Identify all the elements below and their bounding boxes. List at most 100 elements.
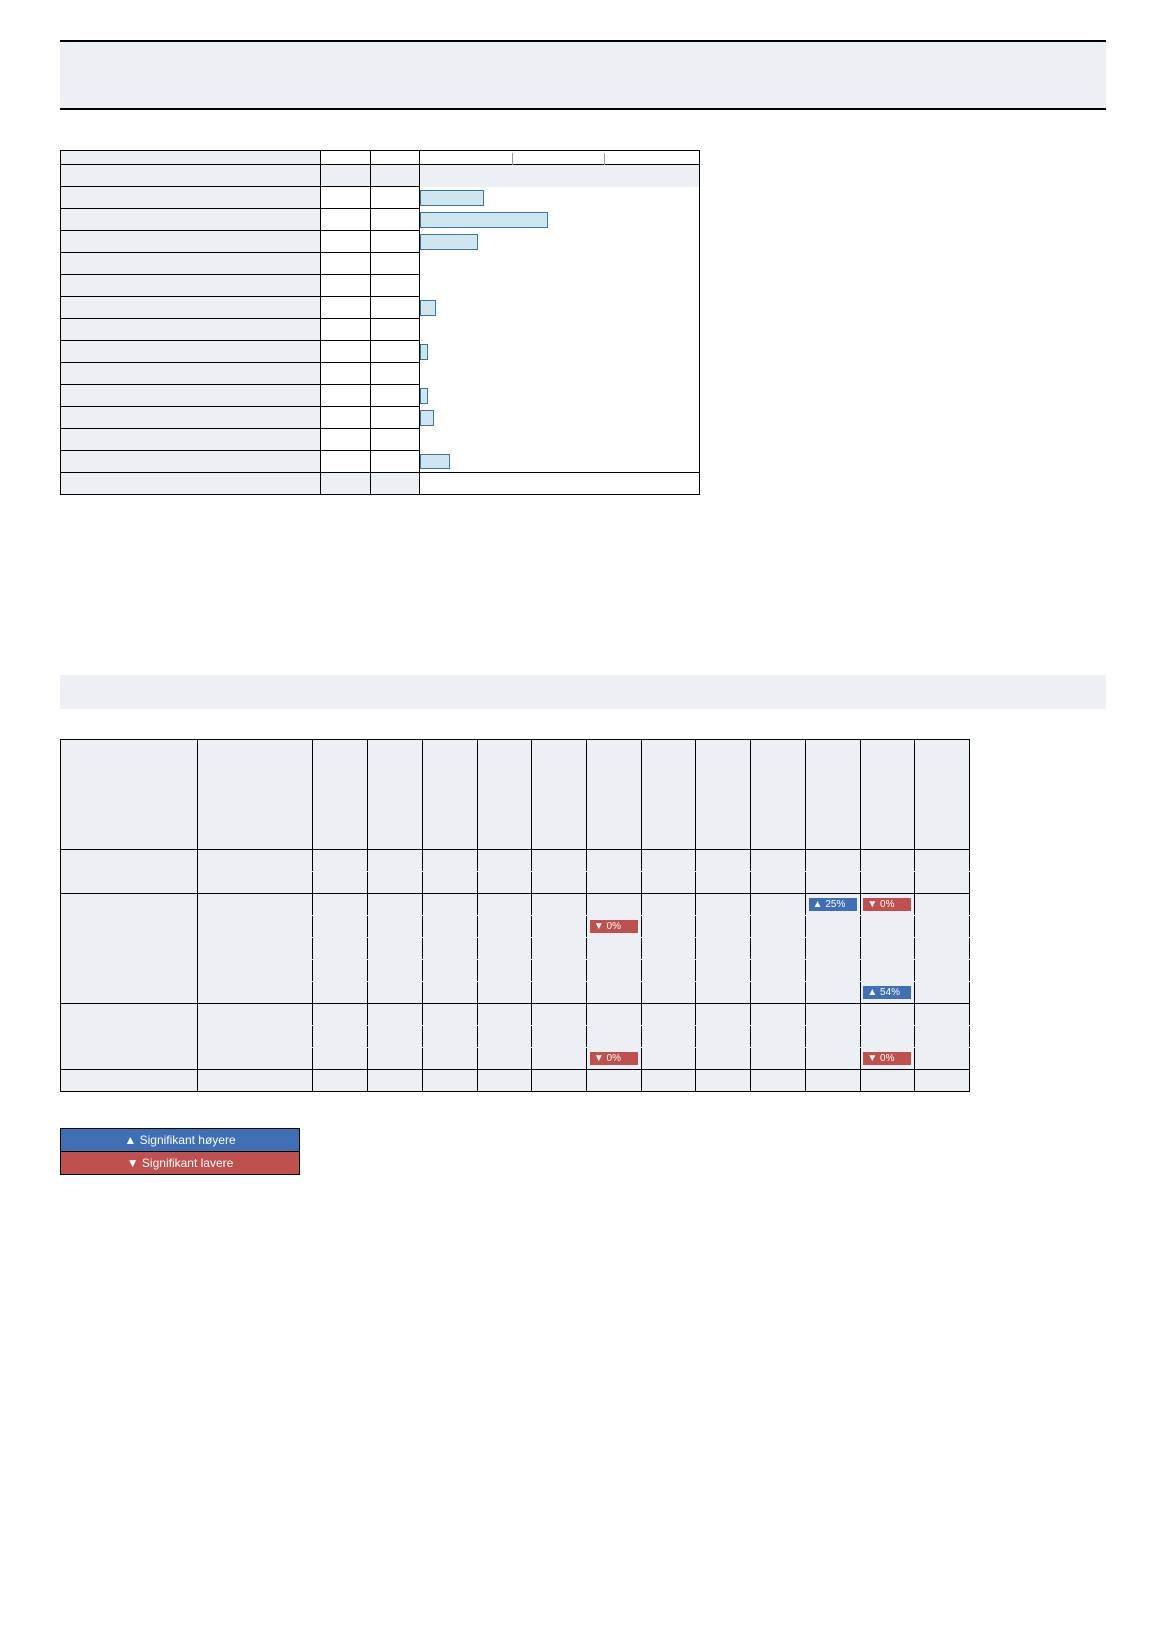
bar — [420, 300, 436, 316]
crosstab-cell — [915, 872, 970, 894]
legend-up: ▲ Signifikant høyere — [61, 1129, 300, 1152]
barchart-row-bar — [420, 209, 700, 231]
barchart-row-n — [320, 231, 370, 253]
legend-down: ▼ Signifikant lavere — [61, 1152, 300, 1175]
crosstab-cell — [860, 938, 915, 960]
barchart-row-n — [320, 209, 370, 231]
barchart-total-pct — [370, 473, 420, 495]
crosstab-col-header — [860, 740, 915, 850]
crosstab-cell — [422, 1004, 477, 1026]
crosstab-row-stub — [197, 982, 313, 1004]
triangle-up-icon: ▲ — [124, 1133, 136, 1147]
barchart-row-pct — [370, 451, 420, 473]
crosstab-cell — [751, 1026, 806, 1048]
crosstab-cell — [587, 894, 642, 916]
crosstab-cell — [532, 1048, 587, 1070]
barchart-row-n — [320, 451, 370, 473]
crosstab-cell — [696, 872, 751, 894]
crosstab-cell — [422, 982, 477, 1004]
crosstab-cell — [587, 1026, 642, 1048]
crosstab-footer-cell — [477, 1070, 532, 1092]
crosstab-cell — [368, 894, 423, 916]
barchart-row-label — [61, 341, 321, 363]
crosstab-footer-cell — [532, 1070, 587, 1092]
crosstab-cell — [860, 916, 915, 938]
crosstab-stub1-header — [61, 740, 198, 850]
crosstab-cell — [915, 916, 970, 938]
sig-badge: ▼ 0% — [590, 1052, 638, 1065]
crosstab-col-header — [587, 740, 642, 850]
crosstab-col-header — [532, 740, 587, 850]
crosstab-cell — [696, 1004, 751, 1026]
barchart-row-label — [61, 407, 321, 429]
crosstab: ▲ 25%▼ 0%▼ 0%▲ 54%▼ 0%▼ 0% — [60, 739, 970, 1092]
barchart-row-n — [320, 319, 370, 341]
crosstab-cell — [313, 938, 368, 960]
crosstab-cell — [477, 938, 532, 960]
barchart-row-label — [61, 363, 321, 385]
crosstab-col-header — [751, 740, 806, 850]
crosstab-cell — [587, 938, 642, 960]
barchart-row-n — [320, 297, 370, 319]
crosstab-footer-cell — [860, 1070, 915, 1092]
barchart-row-label — [61, 319, 321, 341]
crosstab-cell — [313, 1004, 368, 1026]
crosstab-cell — [641, 916, 696, 938]
crosstab-cell — [422, 960, 477, 982]
crosstab-cell: ▲ 54% — [860, 982, 915, 1004]
crosstab-cell — [860, 1026, 915, 1048]
crosstab-cell — [641, 1026, 696, 1048]
crosstab-footer-cell — [368, 1070, 423, 1092]
crosstab-cell — [696, 1026, 751, 1048]
crosstab-cell — [805, 1048, 860, 1070]
crosstab-cell — [587, 960, 642, 982]
crosstab-cell — [641, 960, 696, 982]
bar — [420, 388, 428, 404]
barchart-row-pct — [370, 297, 420, 319]
crosstab-col-header — [641, 740, 696, 850]
crosstab-row-stub — [197, 1026, 313, 1048]
barchart-row-n — [320, 385, 370, 407]
crosstab-cell — [532, 872, 587, 894]
crosstab-cell — [477, 982, 532, 1004]
crosstab-col-header — [422, 740, 477, 850]
crosstab-col-header — [696, 740, 751, 850]
crosstab-cell — [368, 982, 423, 1004]
barchart-row-bar — [420, 253, 700, 275]
crosstab-cell — [368, 938, 423, 960]
barchart-row-bar — [420, 407, 700, 429]
crosstab-cell — [915, 1048, 970, 1070]
crosstab-footer-stub1 — [61, 1070, 198, 1092]
crosstab-cell — [368, 1026, 423, 1048]
crosstab-footer-cell — [313, 1070, 368, 1092]
crosstab-cell — [422, 850, 477, 872]
barchart-row-bar — [420, 275, 700, 297]
crosstab-group-stub — [61, 894, 198, 1004]
crosstab-col-header — [368, 740, 423, 850]
barchart-row-n — [320, 341, 370, 363]
barchart-row-pct — [370, 429, 420, 451]
crosstab-group-stub — [61, 850, 198, 894]
sig-badge: ▼ 0% — [863, 898, 911, 911]
crosstab-group-stub — [61, 1004, 198, 1070]
crosstab-stub2-header — [197, 740, 313, 850]
barchart-row-pct — [370, 253, 420, 275]
barchart-row-pct — [370, 187, 420, 209]
barchart-row-label — [61, 187, 321, 209]
crosstab-cell — [313, 916, 368, 938]
crosstab-cell — [751, 960, 806, 982]
legend-down-label: Signifikant lavere — [142, 1156, 233, 1170]
crosstab-cell — [751, 982, 806, 1004]
sig-badge: ▼ 0% — [863, 1052, 911, 1065]
crosstab-cell — [805, 960, 860, 982]
crosstab-cell — [313, 850, 368, 872]
crosstab-col-header — [313, 740, 368, 850]
crosstab-table: ▲ 25%▼ 0%▼ 0%▲ 54%▼ 0%▼ 0% — [60, 739, 970, 1092]
crosstab-row-stub — [197, 850, 313, 872]
crosstab-cell — [532, 850, 587, 872]
bar — [420, 344, 428, 360]
barchart-row-bar — [420, 297, 700, 319]
barchart-row-pct — [370, 319, 420, 341]
barchart-row-bar — [420, 451, 700, 473]
crosstab-cell: ▲ 25% — [805, 894, 860, 916]
